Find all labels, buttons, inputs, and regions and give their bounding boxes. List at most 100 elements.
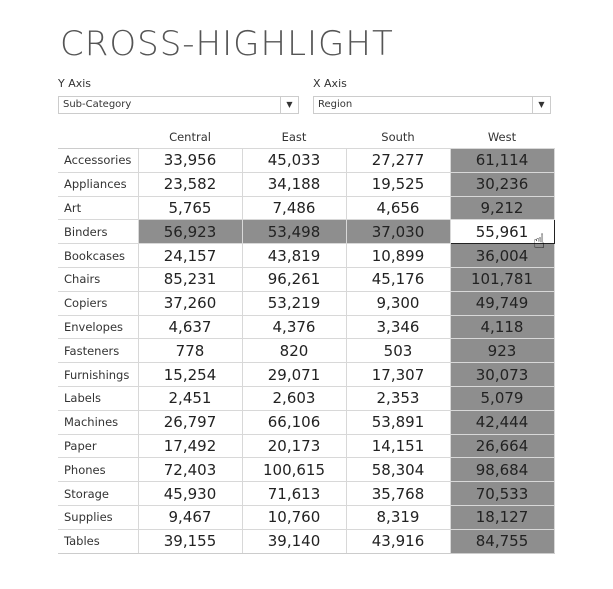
column-header-west[interactable]: West	[487, 130, 517, 144]
table-cell[interactable]: 61,114	[449, 148, 555, 173]
table-row: Binders 56,923 53,498 37,030 55,961	[58, 219, 555, 245]
table-cell[interactable]: 503	[345, 338, 451, 364]
table-cell[interactable]: 45,930	[137, 481, 243, 506]
column-header-east[interactable]: East	[281, 130, 307, 144]
table-cell[interactable]: 39,140	[241, 528, 347, 554]
table-cell[interactable]: 39,155	[137, 528, 243, 554]
table-cell[interactable]: 17,492	[137, 433, 243, 459]
table-cell[interactable]: 49,749	[449, 290, 555, 316]
table-cell[interactable]: 2,353	[345, 385, 451, 411]
row-header[interactable]: Envelopes	[58, 314, 138, 339]
row-header[interactable]: Tables	[58, 528, 138, 554]
table-row: Supplies 9,467 10,760 8,319 18,127	[58, 504, 555, 530]
table-row: Tables 39,155 39,140 43,916 84,755	[58, 528, 555, 554]
table-cell[interactable]: 37,260	[137, 290, 243, 316]
row-header[interactable]: Fasteners	[58, 338, 138, 363]
table-cell[interactable]: 42,444	[449, 409, 555, 435]
table-cell[interactable]: 923	[449, 338, 555, 364]
y-axis-filter-label: Y Axis	[58, 77, 92, 90]
chevron-down-icon[interactable]: ▼	[532, 97, 550, 113]
table-cell[interactable]: 18,127	[449, 504, 555, 530]
table-cell[interactable]: 35,768	[345, 481, 451, 506]
table-cell[interactable]: 9,300	[345, 290, 451, 316]
table-cell[interactable]: 15,254	[137, 362, 243, 387]
table-cell[interactable]: 85,231	[137, 266, 243, 292]
row-header[interactable]: Bookcases	[58, 243, 138, 268]
table-cell[interactable]: 72,403	[137, 457, 243, 483]
row-header[interactable]: Furnishings	[58, 362, 138, 387]
table-row: Paper 17,492 20,173 14,151 26,664	[58, 433, 555, 459]
row-header[interactable]: Chairs	[58, 266, 138, 292]
table-cell[interactable]: 96,261	[241, 266, 347, 292]
table-cell[interactable]: 820	[241, 338, 347, 364]
table-cell[interactable]: 43,916	[345, 528, 451, 554]
table-cell[interactable]: 70,533	[449, 481, 555, 506]
row-header[interactable]: Binders	[58, 219, 138, 244]
table-cell[interactable]: 5,079	[449, 385, 555, 411]
table-cell[interactable]: 56,923	[137, 219, 243, 245]
table-cell[interactable]: 4,118	[449, 314, 555, 340]
table-cell[interactable]: 29,071	[241, 362, 347, 387]
table-cell[interactable]: 37,030	[345, 219, 451, 245]
table-cell[interactable]: 9,212	[449, 195, 555, 221]
table-cell[interactable]: 34,188	[241, 171, 347, 197]
table-cell[interactable]: 2,451	[137, 385, 243, 411]
table-cell[interactable]: 53,498	[241, 219, 347, 245]
table-cell[interactable]: 30,073	[449, 362, 555, 387]
row-header[interactable]: Copiers	[58, 290, 138, 316]
table-cell[interactable]: 58,304	[345, 457, 451, 483]
table-cell[interactable]: 4,656	[345, 195, 451, 221]
table-cell[interactable]: 4,637	[137, 314, 243, 340]
table-cell[interactable]: 2,603	[241, 385, 347, 411]
row-header[interactable]: Paper	[58, 433, 138, 458]
y-axis-dropdown[interactable]: Sub-Category ▼	[58, 96, 299, 114]
table-cell[interactable]: 26,797	[137, 409, 243, 435]
table-cell[interactable]: 23,582	[137, 171, 243, 197]
table-row: Chairs 85,231 96,261 45,176 101,781	[58, 266, 555, 292]
table-cell[interactable]: 55,961	[449, 219, 555, 245]
table-cell[interactable]: 53,891	[345, 409, 451, 435]
row-header[interactable]: Machines	[58, 409, 138, 435]
table-cell[interactable]: 7,486	[241, 195, 347, 221]
row-header[interactable]: Appliances	[58, 171, 138, 197]
row-header[interactable]: Accessories	[58, 148, 138, 173]
row-header[interactable]: Storage	[58, 481, 138, 506]
row-header[interactable]: Art	[58, 195, 138, 220]
table-cell[interactable]: 778	[137, 338, 243, 364]
table-cell[interactable]: 8,319	[345, 504, 451, 530]
table-cell[interactable]: 20,173	[241, 433, 347, 459]
table-cell[interactable]: 101,781	[449, 266, 555, 292]
table-cell[interactable]: 17,307	[345, 362, 451, 387]
table-cell[interactable]: 71,613	[241, 481, 347, 506]
chevron-down-icon[interactable]: ▼	[280, 97, 298, 113]
table-cell[interactable]: 100,615	[241, 457, 347, 483]
table-cell[interactable]: 27,277	[345, 148, 451, 173]
table-cell[interactable]: 53,219	[241, 290, 347, 316]
hand-pointer-cursor-icon: ☝	[533, 229, 546, 253]
table-cell[interactable]: 66,106	[241, 409, 347, 435]
table-cell[interactable]: 24,157	[137, 243, 243, 268]
column-header-south[interactable]: South	[381, 130, 415, 144]
table-cell[interactable]: 9,467	[137, 504, 243, 530]
column-header-central[interactable]: Central	[169, 130, 211, 144]
table-cell[interactable]: 45,033	[241, 148, 347, 173]
table-cell[interactable]: 45,176	[345, 266, 451, 292]
table-cell[interactable]: 98,684	[449, 457, 555, 483]
table-cell[interactable]: 5,765	[137, 195, 243, 221]
table-cell[interactable]: 10,760	[241, 504, 347, 530]
table-cell[interactable]: 26,664	[449, 433, 555, 459]
table-cell[interactable]: 4,376	[241, 314, 347, 340]
table-cell[interactable]: 43,819	[241, 243, 347, 268]
table-cell[interactable]: 10,899	[345, 243, 451, 268]
row-header[interactable]: Phones	[58, 457, 138, 482]
table-cell[interactable]: 30,236	[449, 171, 555, 197]
table-cell[interactable]: 84,755	[449, 528, 555, 554]
row-header[interactable]: Labels	[58, 385, 138, 411]
table-cell[interactable]: 14,151	[345, 433, 451, 459]
table-cell[interactable]: 3,346	[345, 314, 451, 340]
table-row: Bookcases 24,157 43,819 10,899 36,004	[58, 243, 555, 268]
x-axis-dropdown[interactable]: Region ▼	[313, 96, 551, 114]
table-cell[interactable]: 33,956	[137, 148, 243, 173]
row-header[interactable]: Supplies	[58, 504, 138, 530]
table-cell[interactable]: 19,525	[345, 171, 451, 197]
